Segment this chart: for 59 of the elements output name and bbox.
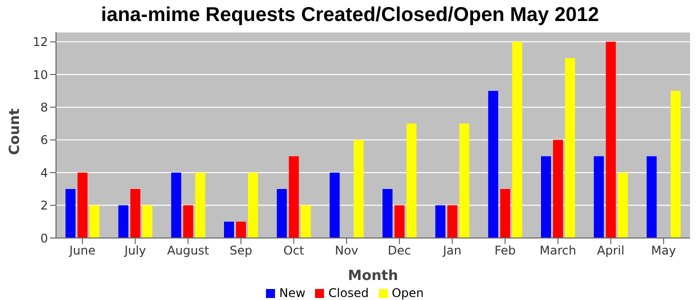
bar: [118, 205, 128, 238]
bar: [78, 172, 88, 238]
bar: [512, 42, 522, 238]
bar: [646, 156, 657, 238]
x-tick-label: May: [651, 244, 676, 258]
bar: [90, 205, 100, 238]
bar: [183, 205, 194, 238]
bar: [142, 205, 152, 238]
x-tick-label: Oct: [283, 244, 304, 258]
y-tick-label: 6: [40, 133, 48, 148]
bar: [276, 188, 287, 238]
bar: [171, 172, 182, 238]
x-tick-label: Jan: [442, 244, 462, 258]
y-tick-label: 4: [40, 166, 48, 180]
bar: [565, 58, 576, 238]
bar: [195, 172, 206, 238]
bar: [66, 188, 76, 238]
chart-title: iana-mime Requests Created/Closed/Open May 2012: [100, 3, 600, 28]
x-tick-label: March: [540, 244, 576, 258]
bar: [447, 205, 458, 238]
bar: [618, 172, 628, 238]
bar: [406, 124, 417, 238]
x-axis-title: Month: [348, 268, 398, 284]
bar: [382, 188, 393, 238]
bar: [288, 156, 299, 238]
x-tick-label: Sep: [230, 244, 252, 258]
x-tick-label: Feb: [494, 244, 516, 258]
legend-label: Open: [392, 286, 424, 300]
y-tick-label: 12: [32, 35, 48, 50]
x-tick-label: April: [597, 244, 624, 258]
bar: [488, 90, 498, 238]
bar: [394, 205, 405, 238]
x-tick-label: Dec: [388, 244, 412, 258]
bar: [553, 140, 564, 238]
x-tick-label: June: [68, 244, 96, 258]
y-tick-label: 2: [40, 198, 48, 213]
bar: [670, 90, 681, 238]
bar: [435, 205, 446, 238]
bar: [594, 156, 604, 238]
bar: [224, 222, 234, 238]
x-tick-label: Nov: [334, 244, 358, 258]
bar: [541, 156, 552, 238]
bar: [300, 205, 311, 238]
legend-label: New: [279, 286, 306, 300]
bar: [606, 42, 616, 238]
bar: [459, 124, 470, 238]
legend-label: Closed: [328, 286, 369, 300]
bar: [330, 172, 340, 238]
y-tick-label: 10: [32, 68, 48, 82]
bar: [354, 140, 364, 238]
x-tick-label: July: [123, 244, 146, 258]
y-tick-label: 0: [40, 231, 48, 246]
bar: [248, 172, 258, 238]
bar: [130, 188, 140, 238]
y-axis-title: Count: [6, 108, 23, 155]
x-tick-label: August: [167, 244, 210, 258]
y-tick-label: 8: [40, 100, 48, 114]
bar: [500, 188, 510, 238]
bar: [236, 222, 246, 238]
